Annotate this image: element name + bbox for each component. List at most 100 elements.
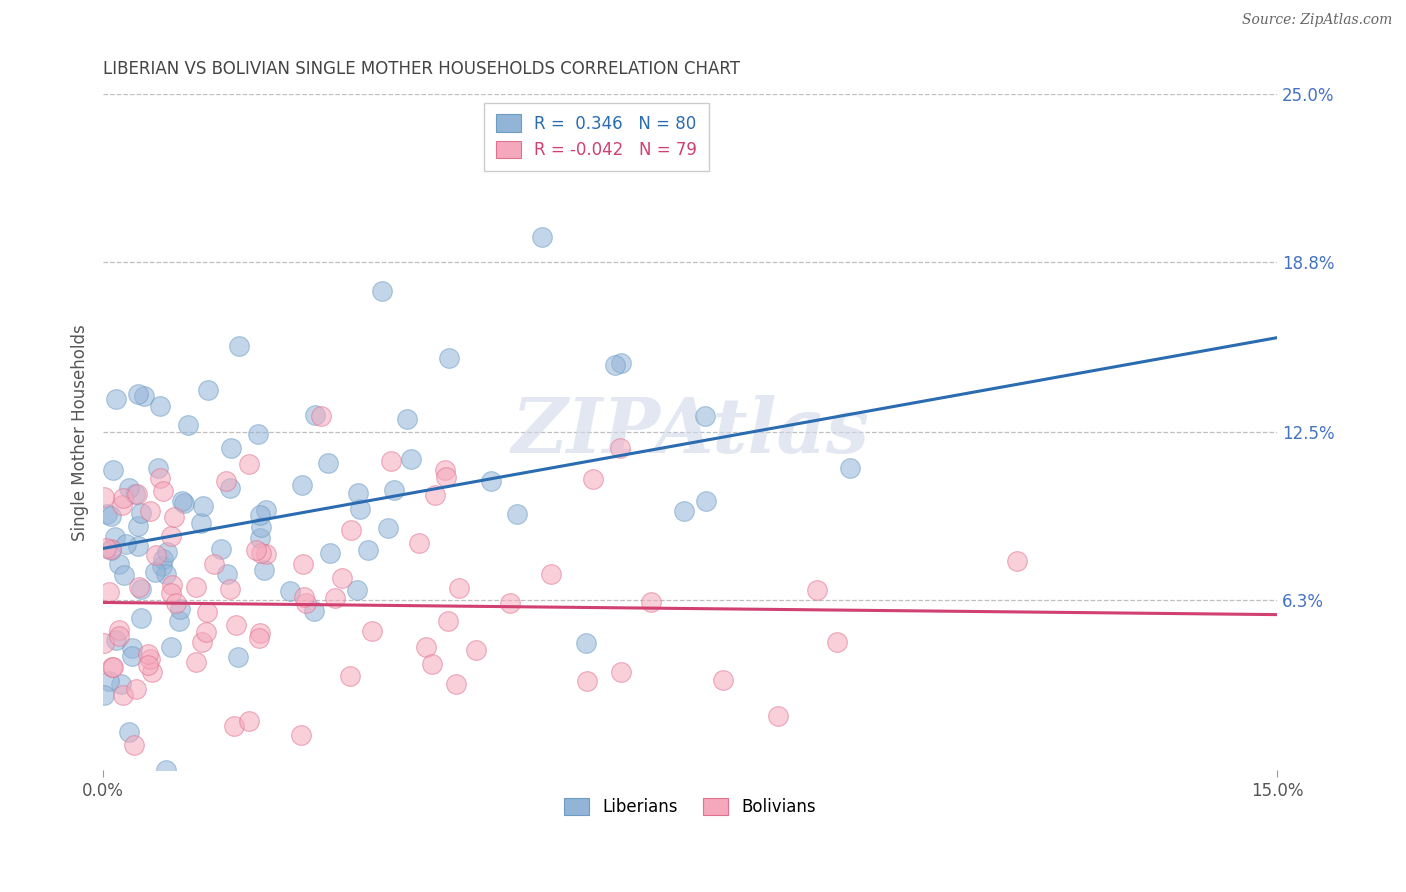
Point (311, 409, 333, 424)
Point (380, 453, 402, 467)
Point (124, 487, 146, 501)
Point (122, 738, 145, 752)
Point (377, 521, 399, 535)
Point (249, 531, 271, 545)
Point (98, 585, 121, 599)
Point (575, 636, 598, 650)
Point (93, 490, 115, 504)
Point (177, 418, 200, 433)
Point (436, 614, 458, 628)
Point (226, 649, 249, 664)
Point (108, 624, 131, 638)
Point (505, 507, 527, 521)
Point (93, 688, 115, 702)
Point (346, 582, 368, 597)
Point (143, 565, 166, 579)
Point (136, 648, 159, 662)
Point (141, 665, 163, 679)
Point (127, 486, 149, 500)
Point (238, 714, 260, 728)
Point (124, 682, 146, 697)
Point (197, 383, 219, 397)
Point (104, 530, 127, 544)
Point (609, 441, 631, 455)
Point (330, 572, 353, 586)
Point (249, 508, 271, 522)
Point (768, 708, 790, 723)
Point (93, 635, 115, 649)
Point (439, 351, 461, 365)
Point (170, 493, 193, 508)
Point (167, 614, 190, 628)
Point (100, 543, 122, 558)
Point (225, 618, 247, 632)
Point (215, 474, 238, 488)
Point (149, 471, 172, 485)
Point (610, 356, 633, 370)
Legend: Liberians, Bolivians: Liberians, Bolivians (558, 791, 823, 822)
Point (349, 502, 371, 516)
Point (146, 460, 169, 475)
Point (319, 546, 342, 560)
Point (145, 548, 167, 562)
Point (228, 338, 250, 352)
Point (152, 484, 174, 499)
Point (323, 591, 346, 605)
Point (357, 542, 380, 557)
Point (395, 412, 418, 426)
Point (294, 596, 316, 610)
Point (304, 604, 326, 618)
Point (371, 284, 394, 298)
Point (129, 506, 152, 520)
Y-axis label: Single Mother Households: Single Mother Households (72, 324, 89, 541)
Point (304, 409, 326, 423)
Point (100, 542, 122, 557)
Point (433, 462, 456, 476)
Point (713, 673, 735, 687)
Point (806, 583, 828, 598)
Point (136, 658, 159, 673)
Point (121, 640, 143, 655)
Point (160, 529, 183, 543)
Point (195, 605, 218, 619)
Point (254, 503, 277, 517)
Point (218, 582, 240, 596)
Point (447, 581, 470, 595)
Point (159, 586, 181, 600)
Point (129, 582, 152, 597)
Point (96, 541, 118, 555)
Point (155, 763, 177, 777)
Point (152, 559, 174, 574)
Point (160, 640, 183, 654)
Point (101, 660, 124, 674)
Point (382, 483, 405, 497)
Point (139, 651, 162, 665)
Point (582, 472, 605, 486)
Point (134, 388, 156, 402)
Point (605, 358, 627, 372)
Point (609, 665, 631, 679)
Point (434, 470, 457, 484)
Point (340, 523, 363, 537)
Point (249, 625, 271, 640)
Point (575, 673, 598, 688)
Point (224, 719, 246, 733)
Point (173, 495, 195, 509)
Point (190, 516, 212, 530)
Point (347, 486, 370, 500)
Point (195, 624, 218, 639)
Point (118, 724, 141, 739)
Point (111, 688, 134, 702)
Point (420, 657, 443, 671)
Point (108, 557, 131, 571)
Point (111, 498, 134, 512)
Point (149, 399, 172, 413)
Text: Source: ZipAtlas.com: Source: ZipAtlas.com (1241, 13, 1392, 28)
Point (96, 507, 118, 521)
Point (1005, 554, 1028, 568)
Point (693, 409, 716, 423)
Point (217, 566, 239, 581)
Point (112, 568, 135, 582)
Point (105, 392, 128, 407)
Point (531, 229, 554, 244)
